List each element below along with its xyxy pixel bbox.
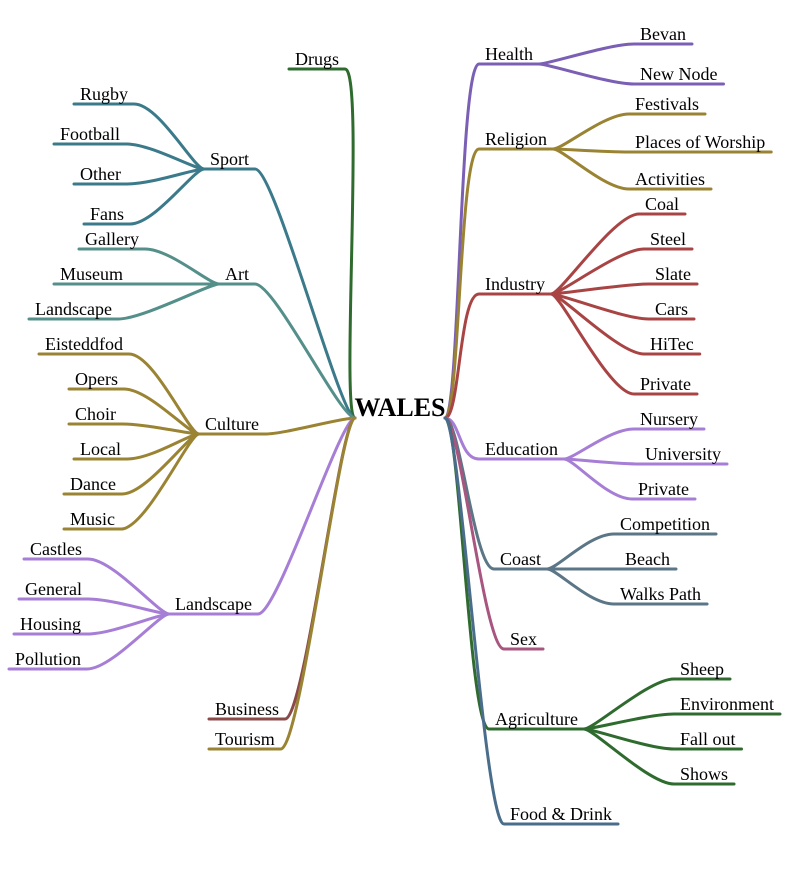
leaf-label: Castles xyxy=(30,539,82,559)
branch-line xyxy=(445,418,584,729)
leaf-label: Music xyxy=(70,509,115,529)
leaf-label: New Node xyxy=(640,64,717,84)
leaf-line xyxy=(54,144,204,169)
leaf-label: Private xyxy=(640,374,691,394)
leaf-line xyxy=(584,714,780,729)
leaf-label: Rugby xyxy=(80,84,128,104)
leaf-label: Coal xyxy=(645,194,679,214)
leaf-label: Competition xyxy=(620,514,710,534)
leaf-label: Housing xyxy=(20,614,81,634)
leaf-label: Private xyxy=(638,479,689,499)
leaf-label: Local xyxy=(80,439,121,459)
leaf-label: Landscape xyxy=(35,299,112,319)
leaf-label: Choir xyxy=(75,404,116,424)
leaf-label: Environment xyxy=(680,694,774,714)
branch-line xyxy=(169,418,355,614)
branch-label: Tourism xyxy=(215,729,275,749)
branch-label: Sport xyxy=(210,149,249,169)
branch-label: Coast xyxy=(500,549,541,569)
leaf-label: Nursery xyxy=(640,409,698,429)
leaf-label: Shows xyxy=(680,764,728,784)
leaf-label: Eisteddfod xyxy=(45,334,123,354)
branch-line xyxy=(204,169,355,418)
leaf-line xyxy=(19,599,169,614)
branch-label: Sex xyxy=(510,629,537,649)
leaf-label: General xyxy=(25,579,82,599)
leaf-label: Walks Path xyxy=(620,584,701,604)
leaf-label: Football xyxy=(60,124,120,144)
leaf-label: Fans xyxy=(90,204,124,224)
branch-label: Art xyxy=(225,264,249,284)
branch-label: Landscape xyxy=(175,594,252,614)
leaf-line xyxy=(69,424,199,434)
leaf-label: HiTec xyxy=(650,334,694,354)
leaf-label: Museum xyxy=(60,264,123,284)
leaf-label: Slate xyxy=(655,264,691,284)
branch-label: Industry xyxy=(485,274,545,294)
leaf-label: Bevan xyxy=(640,24,686,44)
leaf-line xyxy=(39,354,199,434)
leaf-label: Other xyxy=(80,164,121,184)
branch-label: Education xyxy=(485,439,558,459)
branch-label: Drugs xyxy=(295,49,339,69)
leaf-label: Opers xyxy=(75,369,118,389)
branch-line xyxy=(445,294,551,418)
leaf-label: Activities xyxy=(635,169,705,189)
mindmap-canvas: WALES Drugs Sport Rugby Football Other Fans Art… xyxy=(0,0,800,887)
branch-line xyxy=(289,69,355,418)
leaf-label: Pollution xyxy=(15,649,81,669)
leaf-label: Festivals xyxy=(635,94,699,114)
branch-label: Business xyxy=(215,699,279,719)
leaf-label: Dance xyxy=(70,474,116,494)
branch-line xyxy=(219,284,355,418)
leaf-label: Places of Worship xyxy=(635,132,765,152)
branch-label: Agriculture xyxy=(495,709,578,729)
leaf-label: Cars xyxy=(655,299,688,319)
leaf-label: University xyxy=(645,444,721,464)
leaf-label: Sheep xyxy=(680,659,724,679)
branch-label: Health xyxy=(485,44,533,64)
leaf-label: Beach xyxy=(625,549,670,569)
branch-label: Food & Drink xyxy=(510,804,612,824)
leaf-label: Fall out xyxy=(680,729,736,749)
leaf-line xyxy=(539,44,692,64)
leaf-label: Gallery xyxy=(85,229,139,249)
leaf-label: Steel xyxy=(650,229,686,249)
branch-label: Culture xyxy=(205,414,259,434)
leaf-line xyxy=(551,284,697,294)
branch-line xyxy=(209,418,355,719)
branch-label: Religion xyxy=(485,129,547,149)
center-label: WALES xyxy=(354,393,445,422)
